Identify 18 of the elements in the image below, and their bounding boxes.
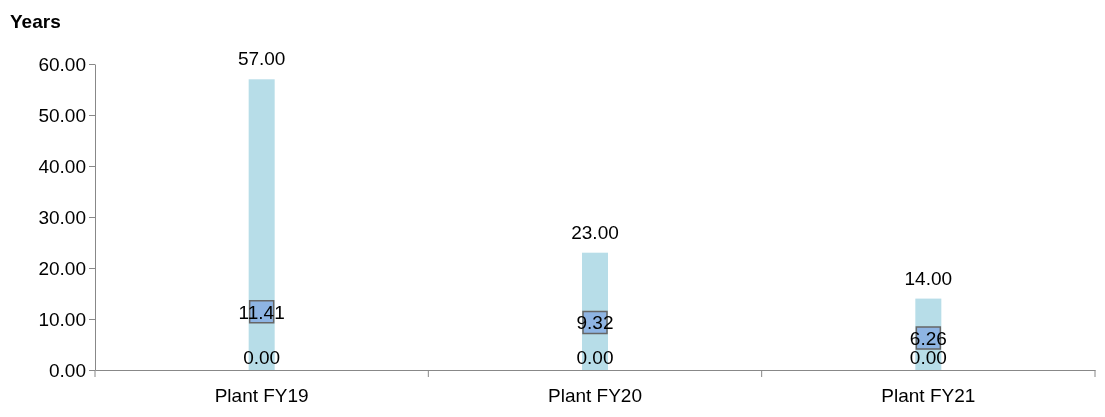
data-label: 23.00	[571, 221, 619, 243]
y-tick-label: 40.00	[38, 155, 86, 177]
x-tick-label: Plant FY20	[548, 384, 642, 406]
y-tick-label: 20.00	[38, 257, 86, 279]
annotation: 0.00	[243, 347, 281, 368]
x-tick-label: Plant FY21	[881, 384, 976, 406]
y-tick-label: 60.00	[38, 53, 86, 75]
y-tick-label: 0.00	[49, 359, 86, 381]
annotation: 0.00	[909, 347, 947, 368]
y-tick-label: 50.00	[38, 104, 86, 126]
data-label: 57.00	[237, 48, 286, 70]
data-label: 9.32	[576, 312, 614, 334]
y-axis-title: Years	[10, 11, 61, 32]
y-tick-label: 30.00	[38, 206, 86, 228]
x-tick-label: Plant FY19	[214, 384, 309, 406]
data-label: 14.00	[904, 267, 953, 289]
y-tick-label: 10.00	[38, 308, 86, 330]
annotation: 0.00	[576, 347, 614, 368]
